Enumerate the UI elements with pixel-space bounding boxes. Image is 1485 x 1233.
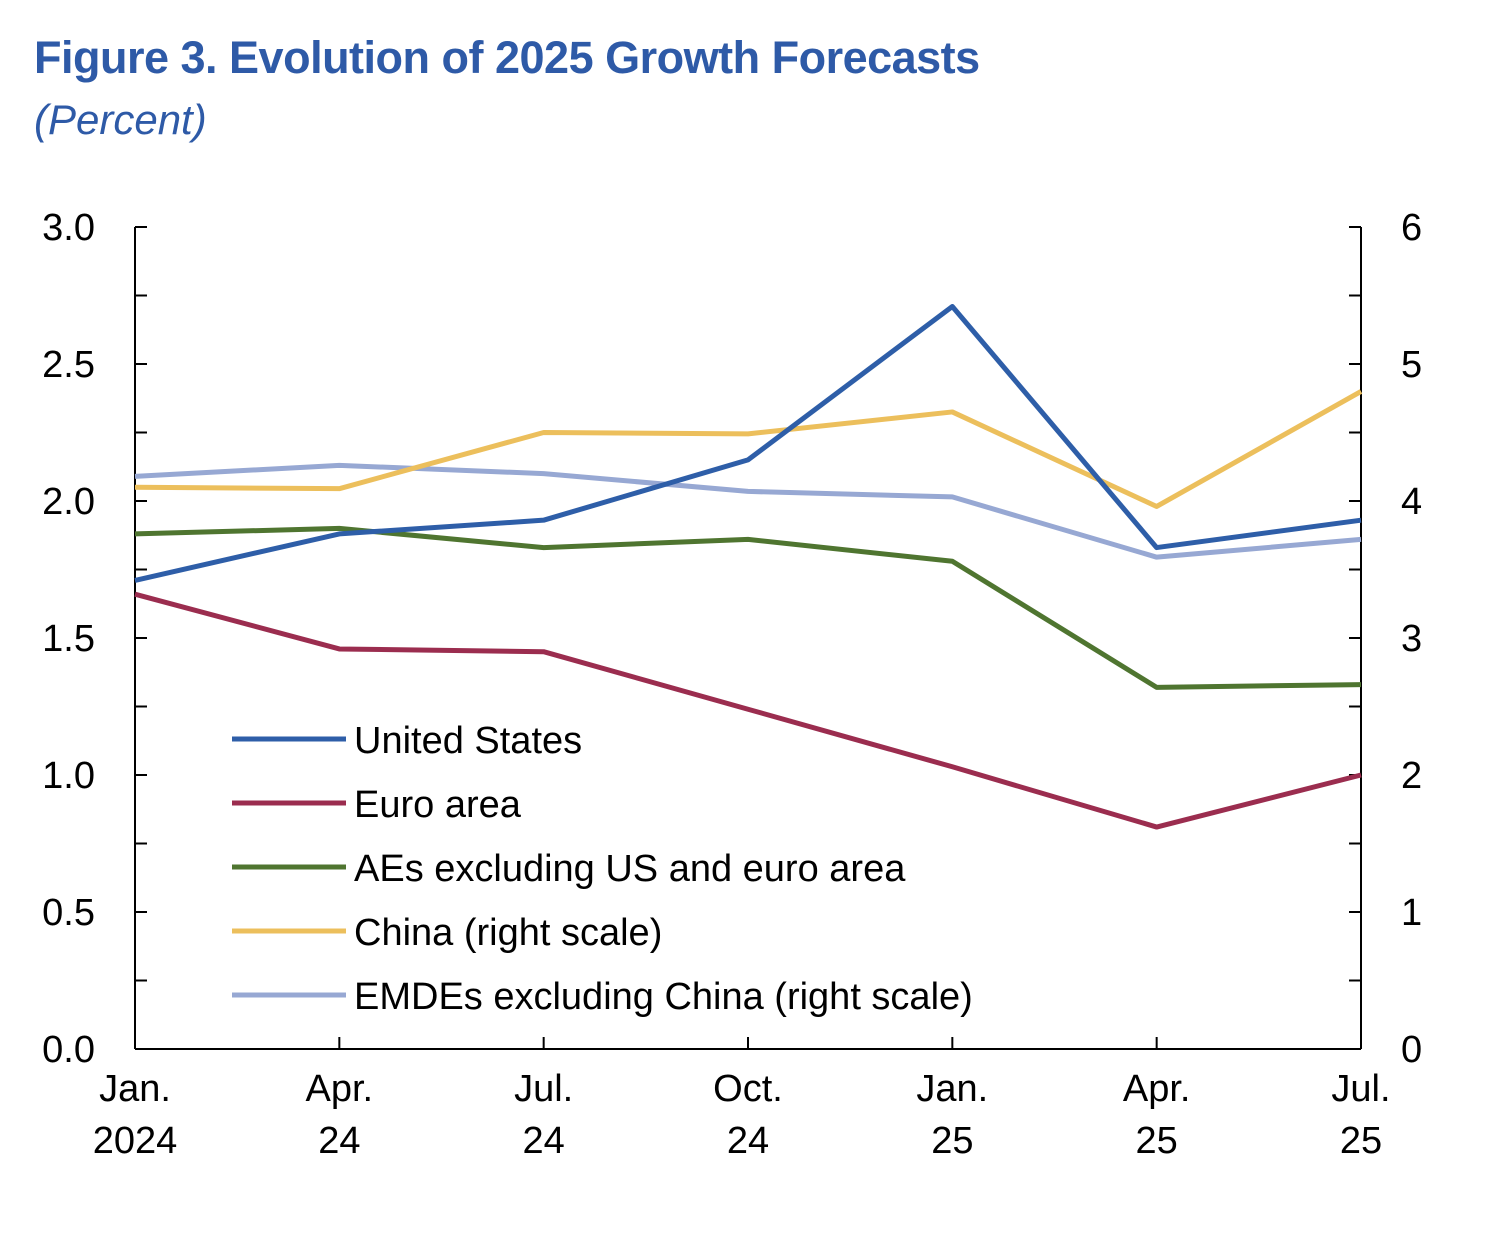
legend-label: United States — [354, 720, 582, 762]
x-tick-label-year: 24 — [318, 1120, 360, 1162]
left-tick-label: 3.0 — [42, 207, 95, 249]
x-tick-label-month: Apr. — [1123, 1068, 1191, 1110]
legend-label: Euro area — [354, 784, 522, 826]
right-tick-label: 5 — [1401, 344, 1422, 386]
left-tick-label: 1.0 — [42, 755, 95, 797]
x-tick-label-year: 25 — [1136, 1120, 1178, 1162]
x-tick-label-year: 24 — [727, 1120, 769, 1162]
chart-title: Figure 3. Evolution of 2025 Growth Forec… — [34, 32, 980, 83]
left-tick-label: 2.0 — [42, 481, 95, 523]
x-tick-label-month: Apr. — [306, 1068, 374, 1110]
x-tick-label-year: 24 — [523, 1120, 565, 1162]
right-tick-label: 0 — [1401, 1029, 1422, 1071]
left-tick-label: 1.5 — [42, 618, 95, 660]
series-line-aes-excluding-us-and-euro-area — [134, 525, 1362, 690]
x-tick-label-month: Jan. — [916, 1068, 988, 1110]
right-tick-label: 3 — [1401, 618, 1422, 660]
series-line-emdes-excluding-china-right-scale — [134, 462, 1362, 560]
x-tick-label-year: 2024 — [93, 1120, 178, 1162]
series-line-euro-area — [134, 591, 1362, 830]
x-tick-label-year: 25 — [1340, 1120, 1382, 1162]
left-tick-label: 2.5 — [42, 344, 95, 386]
x-tick-label-year: 25 — [931, 1120, 973, 1162]
x-tick-label-month: Jan. — [99, 1068, 171, 1110]
right-tick-label: 6 — [1401, 207, 1422, 249]
right-tick-label: 4 — [1401, 481, 1422, 523]
series-line-united-states — [134, 303, 1362, 583]
x-tick-label-month: Oct. — [713, 1068, 783, 1110]
legend-label: AEs excluding US and euro area — [354, 848, 906, 890]
series-line-china-right-scale — [134, 389, 1363, 509]
x-tick-label-month: Jul. — [514, 1068, 573, 1110]
legend-label: EMDEs excluding China (right scale) — [354, 976, 973, 1018]
right-tick-label: 2 — [1401, 755, 1422, 797]
chart-subtitle: (Percent) — [34, 96, 207, 143]
right-tick-label: 1 — [1401, 892, 1422, 934]
legend-label: China (right scale) — [354, 912, 662, 954]
x-tick-label-month: Jul. — [1331, 1068, 1390, 1110]
left-tick-label: 0.0 — [42, 1029, 95, 1071]
left-tick-label: 0.5 — [42, 892, 95, 934]
